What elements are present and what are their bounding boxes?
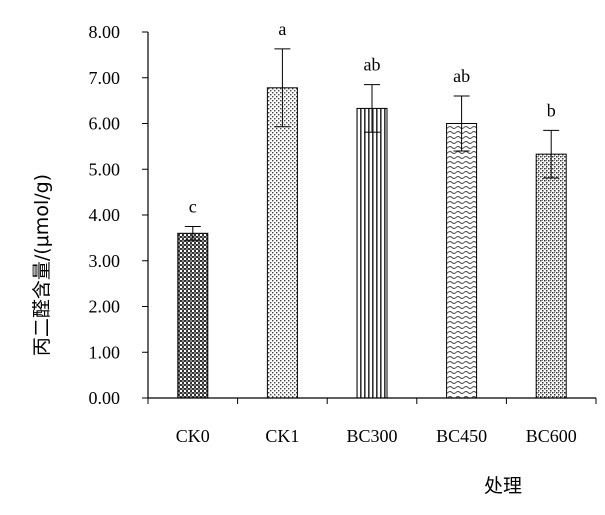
significance-label-ck1: a bbox=[278, 19, 286, 39]
significance-label-ck0: c bbox=[189, 196, 197, 216]
bar-ck1 bbox=[266, 87, 298, 399]
significance-label-bc450: ab bbox=[453, 66, 470, 86]
x-tick-label-bc300: BC300 bbox=[346, 426, 397, 446]
error-bars bbox=[184, 48, 560, 241]
bars bbox=[177, 87, 567, 399]
x-axis-title: 处理 bbox=[484, 475, 522, 497]
y-tick-label: 7.00 bbox=[89, 68, 121, 88]
x-tick-label-ck0: CK0 bbox=[176, 426, 210, 446]
significance-labels: c a ab ab b bbox=[189, 19, 556, 217]
bar-bc450 bbox=[446, 123, 478, 399]
x-tick-label-bc450: BC450 bbox=[436, 426, 487, 446]
y-tick-label: 8.00 bbox=[89, 22, 121, 42]
x-axis-tick-labels: CK0 CK1 BC300 BC450 BC600 bbox=[176, 426, 577, 446]
significance-label-bc300: ab bbox=[364, 55, 381, 75]
bar-bc300 bbox=[356, 107, 388, 399]
y-axis-ticks: 0.00 1.00 2.00 3.00 4.00 5.00 6.00 7.00 8.00 bbox=[89, 22, 597, 408]
y-tick-label: 5.00 bbox=[89, 159, 121, 179]
y-tick-label: 6.00 bbox=[89, 114, 121, 134]
x-tick-label-ck1: CK1 bbox=[265, 426, 299, 446]
y-tick-label: 0.00 bbox=[89, 388, 121, 408]
bar-ck0 bbox=[177, 232, 209, 399]
y-tick-label: 1.00 bbox=[89, 342, 121, 362]
y-tick-label: 4.00 bbox=[89, 205, 121, 225]
x-tick-label-bc600: BC600 bbox=[526, 426, 577, 446]
y-axis-title: 丙二醛含量/(μmol/g) bbox=[31, 174, 53, 356]
bar-bc600 bbox=[535, 153, 567, 399]
y-tick-label: 3.00 bbox=[89, 251, 121, 271]
significance-label-bc600: b bbox=[547, 100, 556, 120]
y-tick-label: 2.00 bbox=[89, 297, 121, 317]
